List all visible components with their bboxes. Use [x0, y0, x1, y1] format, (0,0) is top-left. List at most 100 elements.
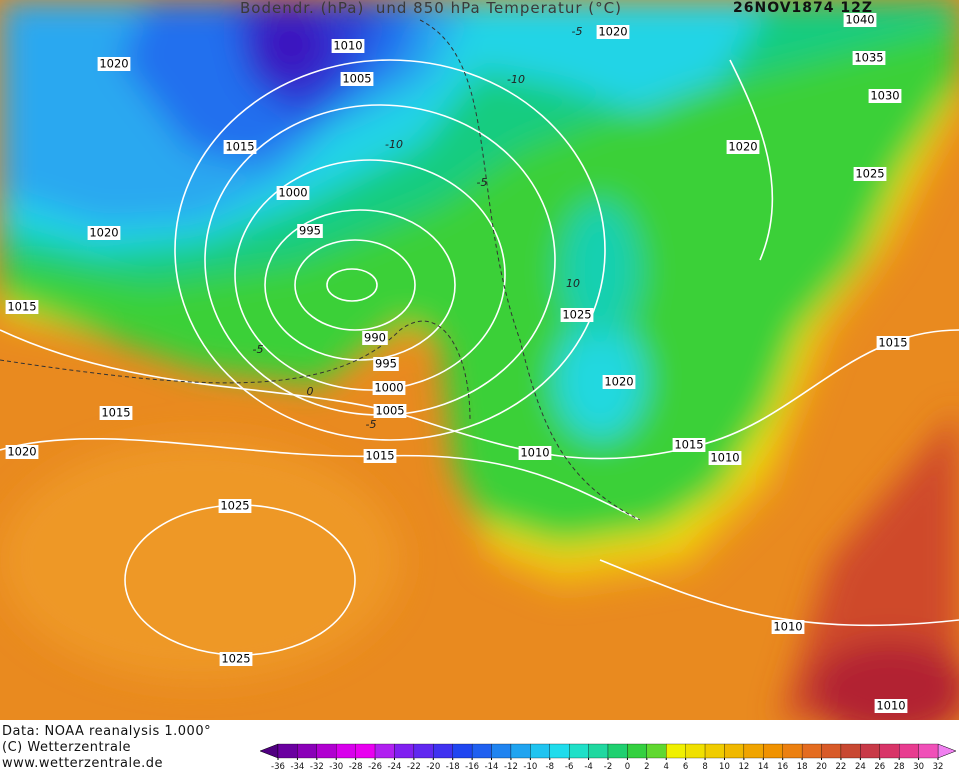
- isobar-label: 1000: [278, 186, 307, 200]
- colorbar-label: -10: [523, 762, 537, 770]
- colorbar-label: 22: [836, 762, 847, 770]
- colorbar-segment: [685, 743, 706, 759]
- colorbar-segment: [433, 743, 453, 759]
- isotherms: [0, 19, 641, 521]
- isobar-label-box: [362, 331, 388, 345]
- colorbar-segment: [782, 743, 803, 759]
- isobar-label-box: [843, 13, 877, 27]
- colorbar-label: -4: [584, 762, 592, 770]
- isobar-label: 1040: [845, 13, 874, 27]
- colorbar-label: -34: [290, 762, 304, 770]
- isobar-label: 1005: [375, 404, 404, 418]
- isobar-label: 1015: [225, 140, 254, 154]
- colorbar-label: -26: [368, 762, 382, 770]
- isobar-label-box: [218, 499, 252, 513]
- isotherm-label: 0: [307, 385, 314, 398]
- data-source: Data: NOAA reanalysis 1.000°: [2, 724, 211, 739]
- isobar-label-box: [99, 406, 133, 420]
- isobar-label: 995: [299, 224, 321, 238]
- isobar-label-box: [726, 140, 760, 154]
- colorbar-segment: [336, 743, 356, 759]
- colorbar-segment: [413, 743, 434, 759]
- colorbar-label: -32: [310, 762, 324, 770]
- isobar-label-box: [331, 39, 365, 53]
- isotherm-label: -10: [385, 138, 403, 151]
- isobar-label: 1020: [89, 226, 118, 240]
- colorbar-label: -6: [565, 762, 573, 770]
- isotherm-label: -5: [366, 418, 377, 431]
- isobar-label: 1020: [604, 375, 633, 389]
- isobar-label-box: [853, 167, 887, 181]
- isobar-label: 1015: [101, 406, 130, 420]
- temperature-field: [0, 0, 959, 720]
- colorbar-segment: [277, 743, 298, 759]
- isobar-label-box: [219, 652, 253, 666]
- colorbar-label: 30: [913, 762, 924, 770]
- colorbar-segment: [879, 743, 900, 759]
- isobar-label: 1035: [854, 51, 883, 65]
- isobar-label: 1025: [855, 167, 884, 181]
- colorbar-label: 28: [894, 762, 905, 770]
- colorbar-label: -28: [349, 762, 363, 770]
- colorbar-segment: [646, 743, 667, 759]
- colorbar-segment: [860, 743, 880, 759]
- colorbar-segment: [569, 743, 589, 759]
- isobar-label-box: [276, 186, 310, 200]
- colorbar-segment: [724, 743, 745, 759]
- colorbar-segment: [801, 743, 822, 759]
- colorbar-segment: [297, 743, 317, 759]
- colorbar-segment: [763, 743, 783, 759]
- isobar-label: 1005: [342, 72, 371, 86]
- isobar-label: 1020: [728, 140, 757, 154]
- colorbar-segment: [607, 743, 628, 759]
- isotherm-label: -5: [253, 343, 264, 356]
- isobar-label-box: [876, 336, 910, 350]
- isobar-label: 1020: [99, 57, 128, 71]
- colorbar: -36 -34 -32 -30 -28 -26 -24 -22 -20 -18 -16 -14 -12-…: [259, 743, 957, 770]
- colorbar-segment: [821, 743, 842, 759]
- colorbar-segment: [704, 743, 725, 759]
- isobar-label-box: [708, 451, 742, 465]
- colorbar-segment: [899, 743, 919, 759]
- colorbar-segment: [510, 743, 531, 759]
- colorbar-label: -12: [504, 762, 518, 770]
- colorbar-label: 12: [738, 762, 749, 770]
- isobar-label: 1010: [333, 39, 362, 53]
- colorbar-segment: [452, 743, 473, 759]
- colorbar-label: -30: [329, 762, 343, 770]
- isobar-label-box: [874, 699, 908, 713]
- colorbar-label: -20: [426, 762, 440, 770]
- isobar-label-box: [87, 226, 121, 240]
- isobar-label-box: [373, 357, 399, 371]
- copyright: (C) Wetterzentrale: [2, 740, 131, 755]
- colorbar-arrow: [937, 743, 957, 759]
- isobar-label-box: [602, 375, 636, 389]
- isobar-label-box: [672, 438, 706, 452]
- colorbar-segment: [316, 743, 337, 759]
- isobar-label-box: [868, 89, 902, 103]
- colorbar-label: 8: [702, 762, 707, 770]
- colorbar-segment: [743, 743, 764, 759]
- colorbar-label: -36: [271, 762, 285, 770]
- colorbar-label: 24: [855, 762, 866, 770]
- isobar-label: 1010: [520, 446, 549, 460]
- isotherm-label: -10: [507, 73, 525, 86]
- isobar-label-box: [518, 446, 552, 460]
- colorbar-label: 0: [625, 762, 630, 770]
- website: www.wetterzentrale.de: [2, 756, 163, 770]
- isobar-label: 1000: [374, 381, 403, 395]
- isobar-label-box: [340, 72, 374, 86]
- isobar-label: 1010: [876, 699, 905, 713]
- colorbar-label: 16: [777, 762, 788, 770]
- colorbar-label: 10: [719, 762, 730, 770]
- isobar-label: 990: [364, 331, 386, 345]
- colorbar-label: 14: [758, 762, 769, 770]
- colorbar-label: -2: [604, 762, 612, 770]
- colorbar-segment: [491, 743, 512, 759]
- isobar-label: 1015: [7, 300, 36, 314]
- isobar-label-box: [223, 140, 257, 154]
- isobar-label-box: [297, 224, 323, 238]
- isobar-label: 1015: [365, 449, 394, 463]
- colorbar-segment: [355, 743, 376, 759]
